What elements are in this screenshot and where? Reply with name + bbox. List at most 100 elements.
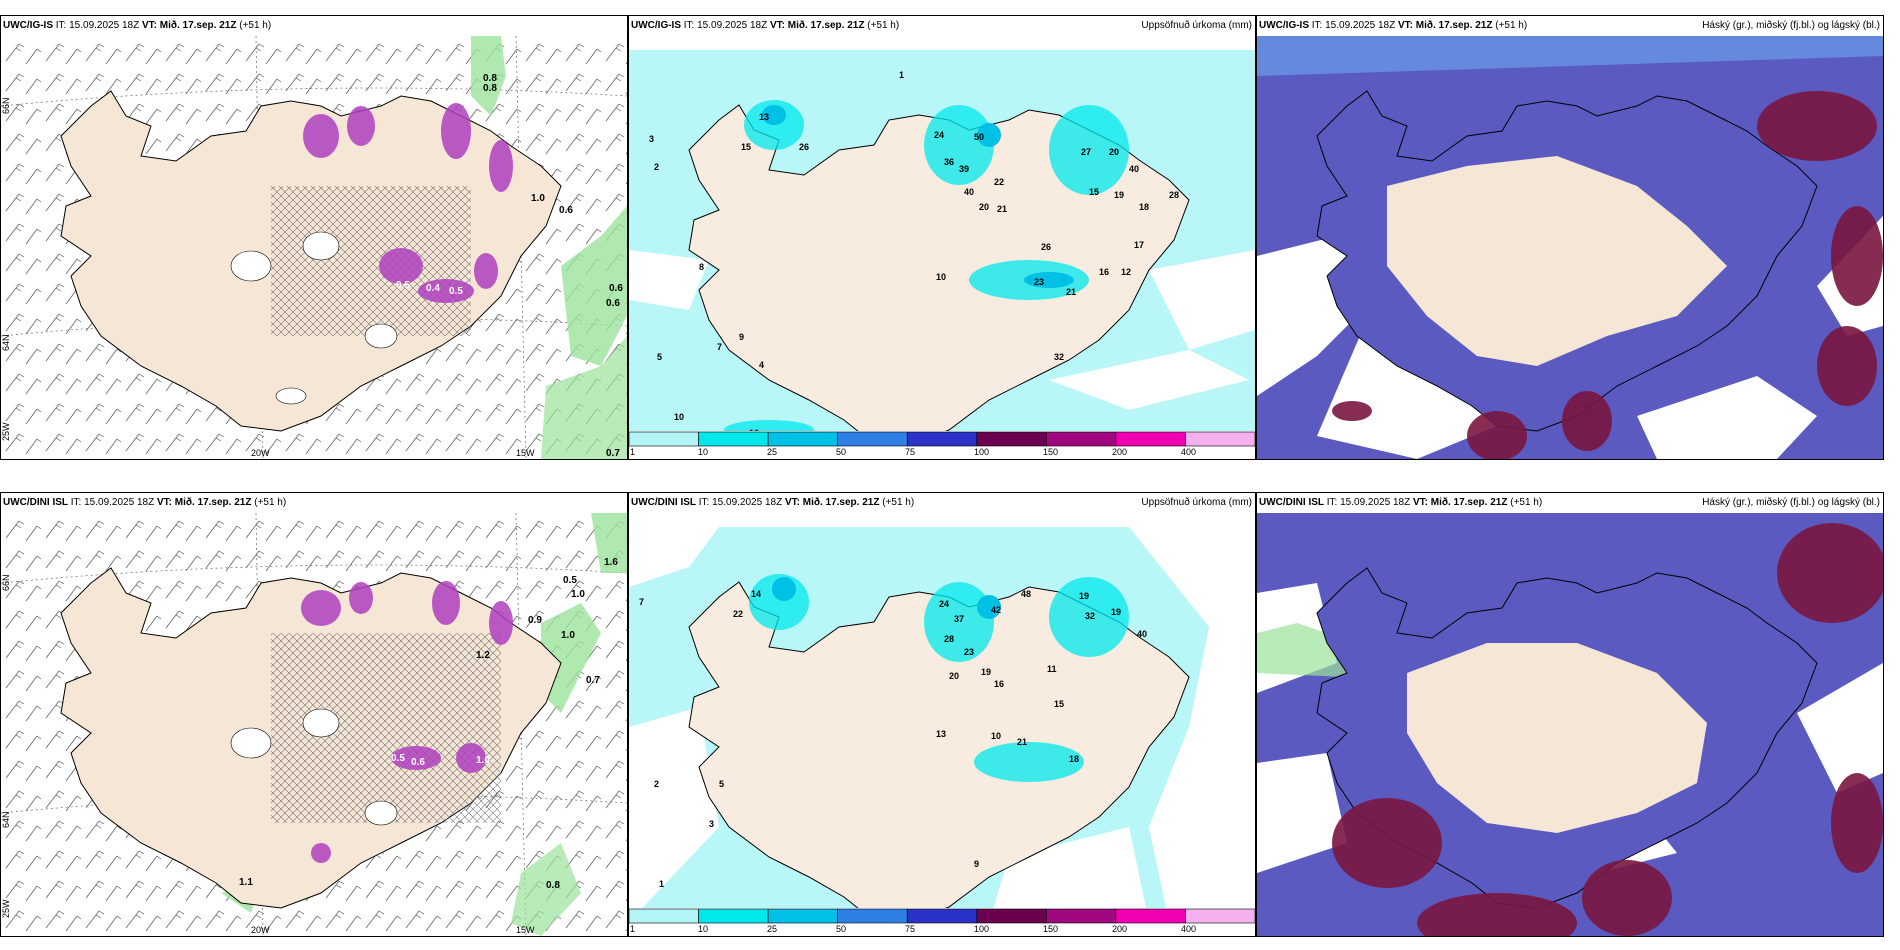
model-name: UWC/IG-IS [631,20,681,31]
precip-value: 40 [964,187,974,197]
colorbar-label: 50 [836,924,847,934]
precip-value: 19 [1111,607,1121,617]
it-value: 15.09.2025 18Z [1325,20,1396,31]
precip-value: 24 [934,130,944,140]
precip-value: 28 [944,634,954,644]
vt-label: VT: [141,20,157,31]
lon-label: 20W [251,448,270,458]
lat-label: 64N [1,811,11,828]
colorbar-swatch [629,908,699,924]
lead-time: (+51 h) [239,20,272,31]
cloud-map [1257,513,1883,936]
colorbar-swatch [767,908,838,924]
precip-value: 28 [1169,190,1179,200]
precip-value: 22 [994,177,1004,187]
value-label: 0.5 [563,575,577,586]
precip-value: 13 [759,112,769,122]
precip-value: 40 [1129,164,1139,174]
precip-value: 10 [936,272,946,282]
precip-value: 19 [981,667,991,677]
precip-value: 23 [964,647,974,657]
precip-value: 20 [949,671,959,681]
lat-label: 25W [1,899,11,918]
it-value: 15.09.2025 18Z [697,20,768,31]
value-label: 0.5 [391,753,405,764]
lat-label: 66N [1,574,11,591]
colorbar-label: 75 [905,924,916,934]
precip-value: 32 [1054,352,1064,362]
lat-label: 25W [1,422,11,441]
panel-header: UWC/DINI ISL IT: 15.09.2025 18Z VT: Mið.… [629,493,1255,513]
value-label: 1.6 [604,557,618,568]
value-label: 0.4 [426,283,440,294]
lon-label: 15W [516,448,535,458]
vt-label: VT: [784,497,800,508]
precip-value: 36 [944,157,954,167]
precip-value: 15 [1054,699,1064,709]
precip-value: 16 [1099,267,1109,277]
precip-value: 16 [994,679,1004,689]
precip-value: 7 [639,597,644,607]
colorbar-label: 1 [630,447,636,457]
colorbar-label: 25 [767,924,778,934]
precip-value: 21 [1066,287,1076,297]
colorbar-label: 400 [1181,924,1197,934]
panel-r2-clouds: UWC/DINI ISL IT: 15.09.2025 18Z VT: Mið.… [1256,492,1884,937]
lead-time: (+51 h) [1510,497,1543,508]
vt-value: Mið. 17.sep. 21Z [174,497,252,508]
precip-value: 18 [1069,754,1079,764]
value-label: 0.6 [606,298,620,309]
colorbar-swatch [1185,908,1255,924]
value-label: 0.7 [586,675,600,686]
colorbar-swatch [698,908,769,924]
lon-label: 20W [251,925,270,935]
value-label: 0.7 [606,448,620,459]
precip-value: 27 [1081,147,1091,157]
panel-title: Háský (gr.), miðský (fj.bl.) og lágský (… [1702,497,1880,508]
precip-map: 14 22 24 37 42 48 19 32 19 40 28 23 20 1… [629,527,1255,923]
colorbar-swatch [1046,431,1117,447]
precip-value: 15 [741,142,751,152]
vt-label: VT: [156,497,172,508]
precip-value: 21 [1017,737,1027,747]
precip-value: 1 [899,70,904,80]
precip-value: 40 [1137,629,1147,639]
precip-value: 42 [991,605,1001,615]
value-label: 1.0 [476,755,490,766]
value-label: 0.6 [609,283,623,294]
precip-value: 2 [654,162,659,172]
precip-value: 5 [657,352,662,362]
panel-r1-precip: UWC/IG-IS IT: 15.09.2025 18Z VT: Mið. 17… [628,15,1256,460]
precip-value: 3 [649,134,654,144]
lon-label: 15W [516,925,535,935]
colorbar-label: 25 [767,447,778,457]
panel-r2-wind: UWC/DINI ISL IT: 15.09.2025 18Z VT: Mið.… [0,492,628,937]
panel-header: UWC/DINI ISL IT: 15.09.2025 18Z VT: Mið.… [1257,493,1883,513]
vt-label: VT: [769,20,785,31]
panel-title: Uppsöfnuð úrkoma (mm) [1141,20,1252,31]
lat-label: 66N [1,97,11,114]
wind-map: 0.8 0.8 1.0 0.6 0.6 0.6 0.7 0.4 0.5 0.5 … [1,36,627,459]
colorbar-label: 400 [1181,447,1197,457]
lat-label: 64N [1,334,11,351]
panel-header: UWC/IG-IS IT: 15.09.2025 18Z VT: Mið. 17… [629,16,1255,36]
panel-title: Uppsöfnuð úrkoma (mm) [1141,497,1252,508]
precip-value: 20 [1109,147,1119,157]
colorbar-swatch [1046,908,1117,924]
value-label: 0.8 [483,83,497,94]
precip-value: 18 [1139,202,1149,212]
colorbar: 1 10 25 50 75 100 150 200 400 [629,431,1255,459]
precip-value: 39 [959,164,969,174]
precip-value: 8 [699,262,704,272]
colorbar: 1 10 25 50 75 100 150 200 400 [629,908,1255,936]
cloud-map [1257,36,1883,459]
colorbar-label: 150 [1043,447,1059,457]
panel-r1-wind: UWC/IG-IS IT: 15.09.2025 18Z VT: Mið. 17… [0,15,628,460]
precip-value: 10 [991,731,1001,741]
precip-value: 20 [979,202,989,212]
precip-map: 13 15 26 24 50 36 39 40 22 20 21 27 20 4… [629,50,1255,446]
value-label: 0.9 [528,615,542,626]
value-label: 0.5 [449,286,463,297]
colorbar-swatch [906,908,978,924]
it-label: IT: [683,20,695,31]
